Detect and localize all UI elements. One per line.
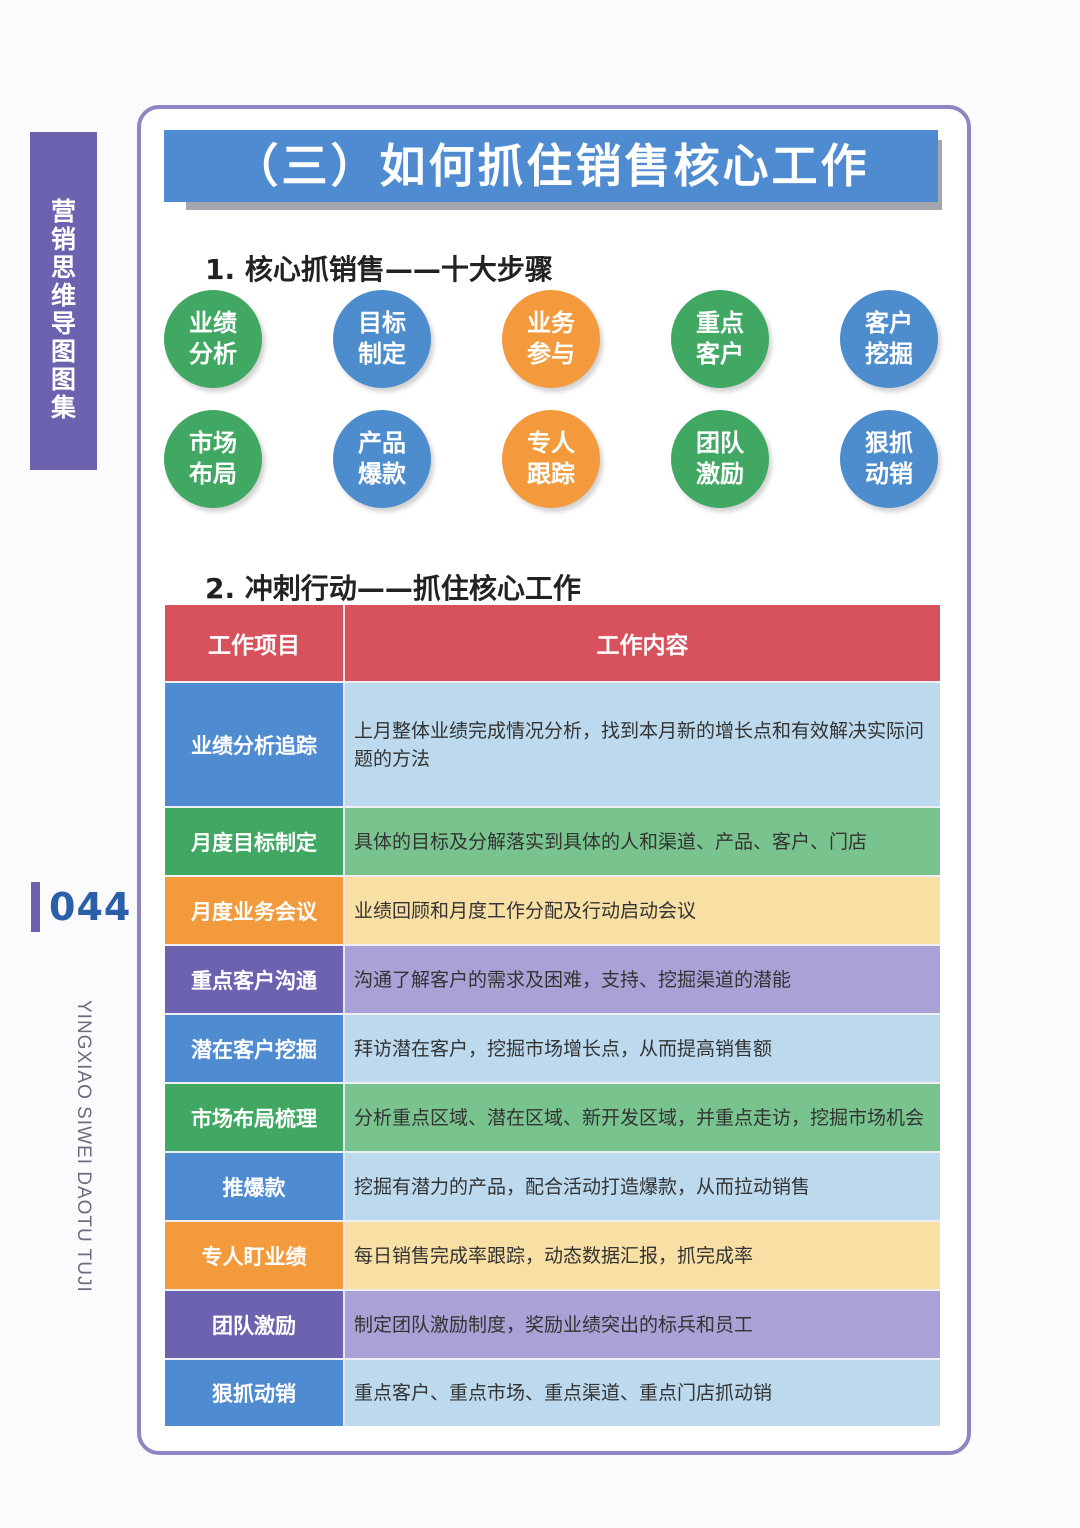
row-item: 专人盯业绩: [165, 1220, 345, 1291]
row-content: 重点客户、重点市场、重点渠道、重点门店抓动销: [344, 1358, 940, 1426]
row-item: 潜在客户挖掘: [165, 1013, 345, 1084]
row-item: 推爆款: [165, 1151, 345, 1222]
row-item: 业绩分析追踪: [165, 680, 345, 808]
row-item: 狠抓动销: [165, 1358, 345, 1426]
step-circle: 专人跟踪: [502, 410, 600, 508]
header-work-content: 工作内容: [344, 605, 940, 682]
row-item: 市场布局梳理: [165, 1082, 345, 1153]
table-row: 月度目标制定 具体的目标及分解落实到具体的人和渠道、产品、客户、门店: [165, 806, 940, 877]
table-row: 市场布局梳理 分析重点区域、潜在区域、新开发区域，并重点走访，挖掘市场机会: [165, 1082, 940, 1153]
page-title: （三）如何抓住销售核心工作: [164, 130, 938, 202]
table-row: 推爆款 挖掘有潜力的产品，配合活动打造爆款，从而拉动销售: [165, 1151, 940, 1222]
table-row: 专人盯业绩 每日销售完成率跟踪，动态数据汇报，抓完成率: [165, 1220, 940, 1291]
step-label: 目标制定: [358, 309, 406, 368]
row-content: 沟通了解客户的需求及困难，支持、挖掘渠道的潜能: [344, 944, 940, 1015]
table-row: 重点客户沟通 沟通了解客户的需求及困难，支持、挖掘渠道的潜能: [165, 944, 940, 1015]
step-label: 产品爆款: [358, 429, 406, 488]
header-work-item: 工作项目: [165, 605, 345, 682]
step-label: 狠抓动销: [865, 429, 913, 488]
step-circle: 团队激励: [671, 410, 769, 508]
section2-heading: 2. 冲刺行动——抓住核心工作: [205, 572, 581, 605]
row-content: 分析重点区域、潜在区域、新开发区域，并重点走访，挖掘市场机会: [344, 1082, 940, 1153]
step-label: 业务参与: [527, 309, 575, 368]
step-label: 重点客户: [696, 309, 744, 368]
sidebar-label: 营销思维导图图集: [50, 197, 76, 422]
row-content: 拜访潜在客户，挖掘市场增长点，从而提高销售额: [344, 1013, 940, 1084]
step-label: 客户挖掘: [865, 309, 913, 368]
row-content: 每日销售完成率跟踪，动态数据汇报，抓完成率: [344, 1220, 940, 1291]
step-label: 专人跟踪: [527, 429, 575, 488]
sidebar-tab: 营销思维导图图集: [30, 132, 97, 470]
row-item: 月度目标制定: [165, 806, 345, 877]
step-label: 市场布局: [189, 429, 237, 488]
row-content: 业绩回顾和月度工作分配及行动启动会议: [344, 875, 940, 946]
step-circle: 业务参与: [502, 290, 600, 388]
table-row: 业绩分析追踪 上月整体业绩完成情况分析，找到本月新的增长点和有效解决实际问题的方…: [165, 680, 940, 808]
step-label: 业绩分析: [189, 309, 237, 368]
step-circle: 产品爆款: [333, 410, 431, 508]
row-item: 月度业务会议: [165, 875, 345, 946]
page-number: 044: [31, 882, 131, 932]
table-header-row: 工作项目 工作内容: [165, 605, 940, 682]
step-circle: 目标制定: [333, 290, 431, 388]
table-row: 潜在客户挖掘 拜访潜在客户，挖掘市场增长点，从而提高销售额: [165, 1013, 940, 1084]
sidebar-subtitle: YINGXIAO SIWEI DAOTU TUJI: [73, 1000, 94, 1293]
step-circle: 狠抓动销: [840, 410, 938, 508]
step-label: 团队激励: [696, 429, 744, 488]
row-item: 重点客户沟通: [165, 944, 345, 1015]
table-row: 月度业务会议 业绩回顾和月度工作分配及行动启动会议: [165, 875, 940, 946]
row-item: 团队激励: [165, 1289, 345, 1360]
step-circle: 市场布局: [164, 410, 262, 508]
row-content: 挖掘有潜力的产品，配合活动打造爆款，从而拉动销售: [344, 1151, 940, 1222]
table-row: 团队激励 制定团队激励制度，奖励业绩突出的标兵和员工: [165, 1289, 940, 1360]
step-circle: 业绩分析: [164, 290, 262, 388]
row-content: 上月整体业绩完成情况分析，找到本月新的增长点和有效解决实际问题的方法: [344, 680, 940, 808]
section1-heading: 1. 核心抓销售——十大步骤: [205, 253, 553, 286]
row-content: 制定团队激励制度，奖励业绩突出的标兵和员工: [344, 1289, 940, 1360]
table-row: 狠抓动销 重点客户、重点市场、重点渠道、重点门店抓动销: [165, 1358, 940, 1426]
step-circle: 客户挖掘: [840, 290, 938, 388]
work-table: 工作项目 工作内容 业绩分析追踪 上月整体业绩完成情况分析，找到本月新的增长点和…: [165, 605, 940, 1426]
row-content: 具体的目标及分解落实到具体的人和渠道、产品、客户、门店: [344, 806, 940, 877]
step-circle: 重点客户: [671, 290, 769, 388]
